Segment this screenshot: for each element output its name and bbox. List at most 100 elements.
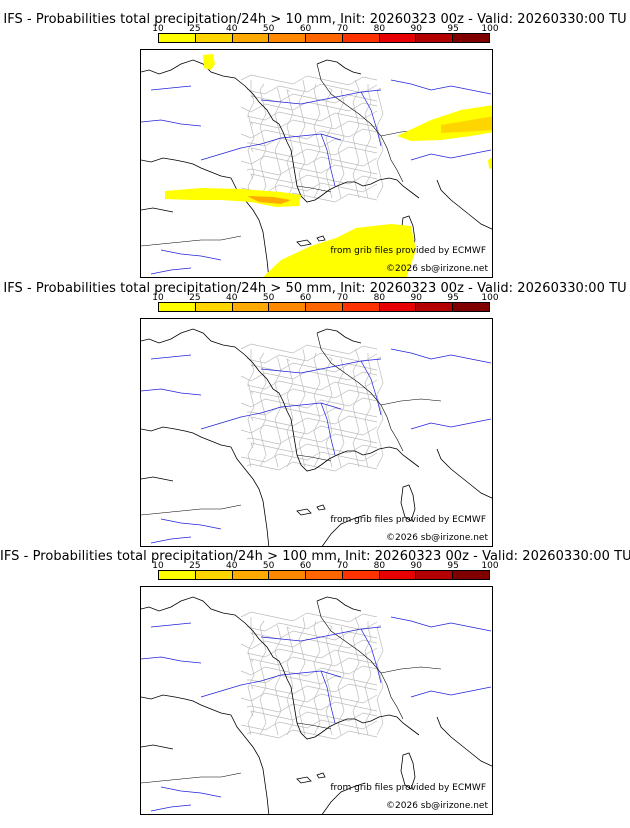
precipitation-map: from grib files provided by ECMWF ©2026 … — [140, 49, 493, 278]
colorbar-segment — [195, 34, 233, 42]
colorbar-segment — [379, 34, 417, 42]
department-border — [337, 89, 345, 199]
river — [320, 402, 336, 456]
coastline — [316, 504, 326, 511]
department-border — [259, 620, 267, 736]
river — [260, 626, 382, 642]
river — [141, 388, 202, 396]
colorbar-tick-label: 50 — [262, 24, 275, 34]
river — [150, 622, 192, 628]
colorbar-tick-label: 90 — [410, 24, 422, 34]
river — [200, 402, 342, 430]
department-border — [325, 87, 333, 199]
coastline — [141, 328, 420, 472]
coastline — [321, 782, 366, 814]
colorbar-tick-label: 40 — [226, 293, 238, 303]
colorbar-segment — [232, 571, 270, 579]
department-border — [249, 362, 378, 373]
colorbar-segment — [453, 571, 490, 579]
colorbar-segment — [269, 34, 307, 42]
colorbar-segment — [342, 571, 380, 579]
coastline — [436, 448, 492, 499]
department-border — [249, 630, 378, 641]
department-border — [364, 84, 372, 199]
country-border — [296, 722, 332, 730]
river — [410, 149, 492, 161]
precip-area-alps — [397, 105, 492, 141]
river — [410, 418, 492, 430]
precipitation-map: from grib files provided by ECMWF ©2026 … — [140, 586, 493, 815]
colorbar-tick-label: 60 — [299, 293, 312, 303]
department-border — [247, 349, 255, 468]
river — [260, 358, 382, 374]
precip-area-sea — [263, 224, 416, 277]
map-graphic — [141, 596, 492, 814]
colorbar-segment — [232, 303, 270, 311]
colorbar-segment — [159, 571, 196, 579]
department-border — [325, 356, 333, 468]
coastline — [436, 716, 492, 767]
panel-50mm: IFS - Probabilities total precipitation/… — [0, 269, 630, 547]
department-border — [274, 356, 282, 468]
river — [390, 616, 492, 632]
department-border — [298, 348, 306, 468]
department-border — [250, 173, 378, 185]
department-border — [259, 352, 267, 468]
colorbar-segment — [379, 571, 417, 579]
department-border — [246, 164, 378, 176]
department-border — [246, 433, 378, 445]
colorbar-tick-label: 100 — [481, 293, 499, 303]
department-border — [250, 146, 378, 158]
river — [150, 804, 192, 812]
coastline — [436, 179, 492, 230]
panel-100mm: IFS - Probabilities total precipitation/… — [0, 537, 630, 815]
colorbar-segment — [379, 303, 417, 311]
department-border — [364, 621, 372, 736]
department-border — [298, 79, 306, 199]
source-credit: from grib files provided by ECMWF — [330, 246, 486, 256]
colorbar — [158, 33, 490, 43]
copyright-credit: ©2026 sb@irizone.net — [386, 801, 488, 811]
department-border — [313, 352, 321, 468]
coastline — [296, 508, 312, 516]
colorbar-tick-label: 80 — [373, 293, 386, 303]
department-border — [247, 674, 378, 686]
river — [410, 686, 492, 698]
department-border — [246, 620, 378, 632]
department-border — [250, 683, 378, 695]
department-border — [247, 137, 378, 149]
river — [200, 670, 342, 698]
coastline — [141, 694, 232, 716]
department-border — [250, 656, 378, 667]
colorbar-tick-label: 100 — [481, 24, 499, 34]
department-border — [240, 343, 378, 355]
department-border — [313, 620, 321, 736]
colorbar-segment — [306, 34, 343, 42]
source-credit: from grib files provided by ECMWF — [330, 515, 486, 525]
colorbar-segment — [342, 34, 380, 42]
colorbar-segment — [416, 34, 454, 42]
river — [260, 89, 382, 105]
country-border — [380, 666, 442, 674]
river — [150, 85, 192, 91]
coastline — [141, 426, 232, 448]
colorbar-segment — [159, 303, 196, 311]
department-border — [246, 647, 378, 659]
coastline — [316, 772, 326, 779]
department-border — [240, 155, 378, 167]
department-border — [247, 80, 255, 199]
department-border — [376, 624, 384, 736]
panel-10mm: IFS - Probabilities total precipitation/… — [0, 0, 630, 278]
river — [360, 360, 382, 416]
department-border — [246, 701, 378, 713]
precip-area-north — [203, 54, 215, 70]
river — [150, 536, 192, 544]
panel-title: IFS - Probabilities total precipitation/… — [0, 549, 630, 564]
colorbar-tick-label: 95 — [447, 24, 459, 34]
colorbar-tick-label: 10 — [152, 561, 164, 571]
colorbar-segment — [269, 303, 307, 311]
coastline — [230, 446, 270, 546]
department-border — [259, 83, 267, 199]
country-border — [141, 504, 242, 516]
department-border — [250, 119, 378, 130]
